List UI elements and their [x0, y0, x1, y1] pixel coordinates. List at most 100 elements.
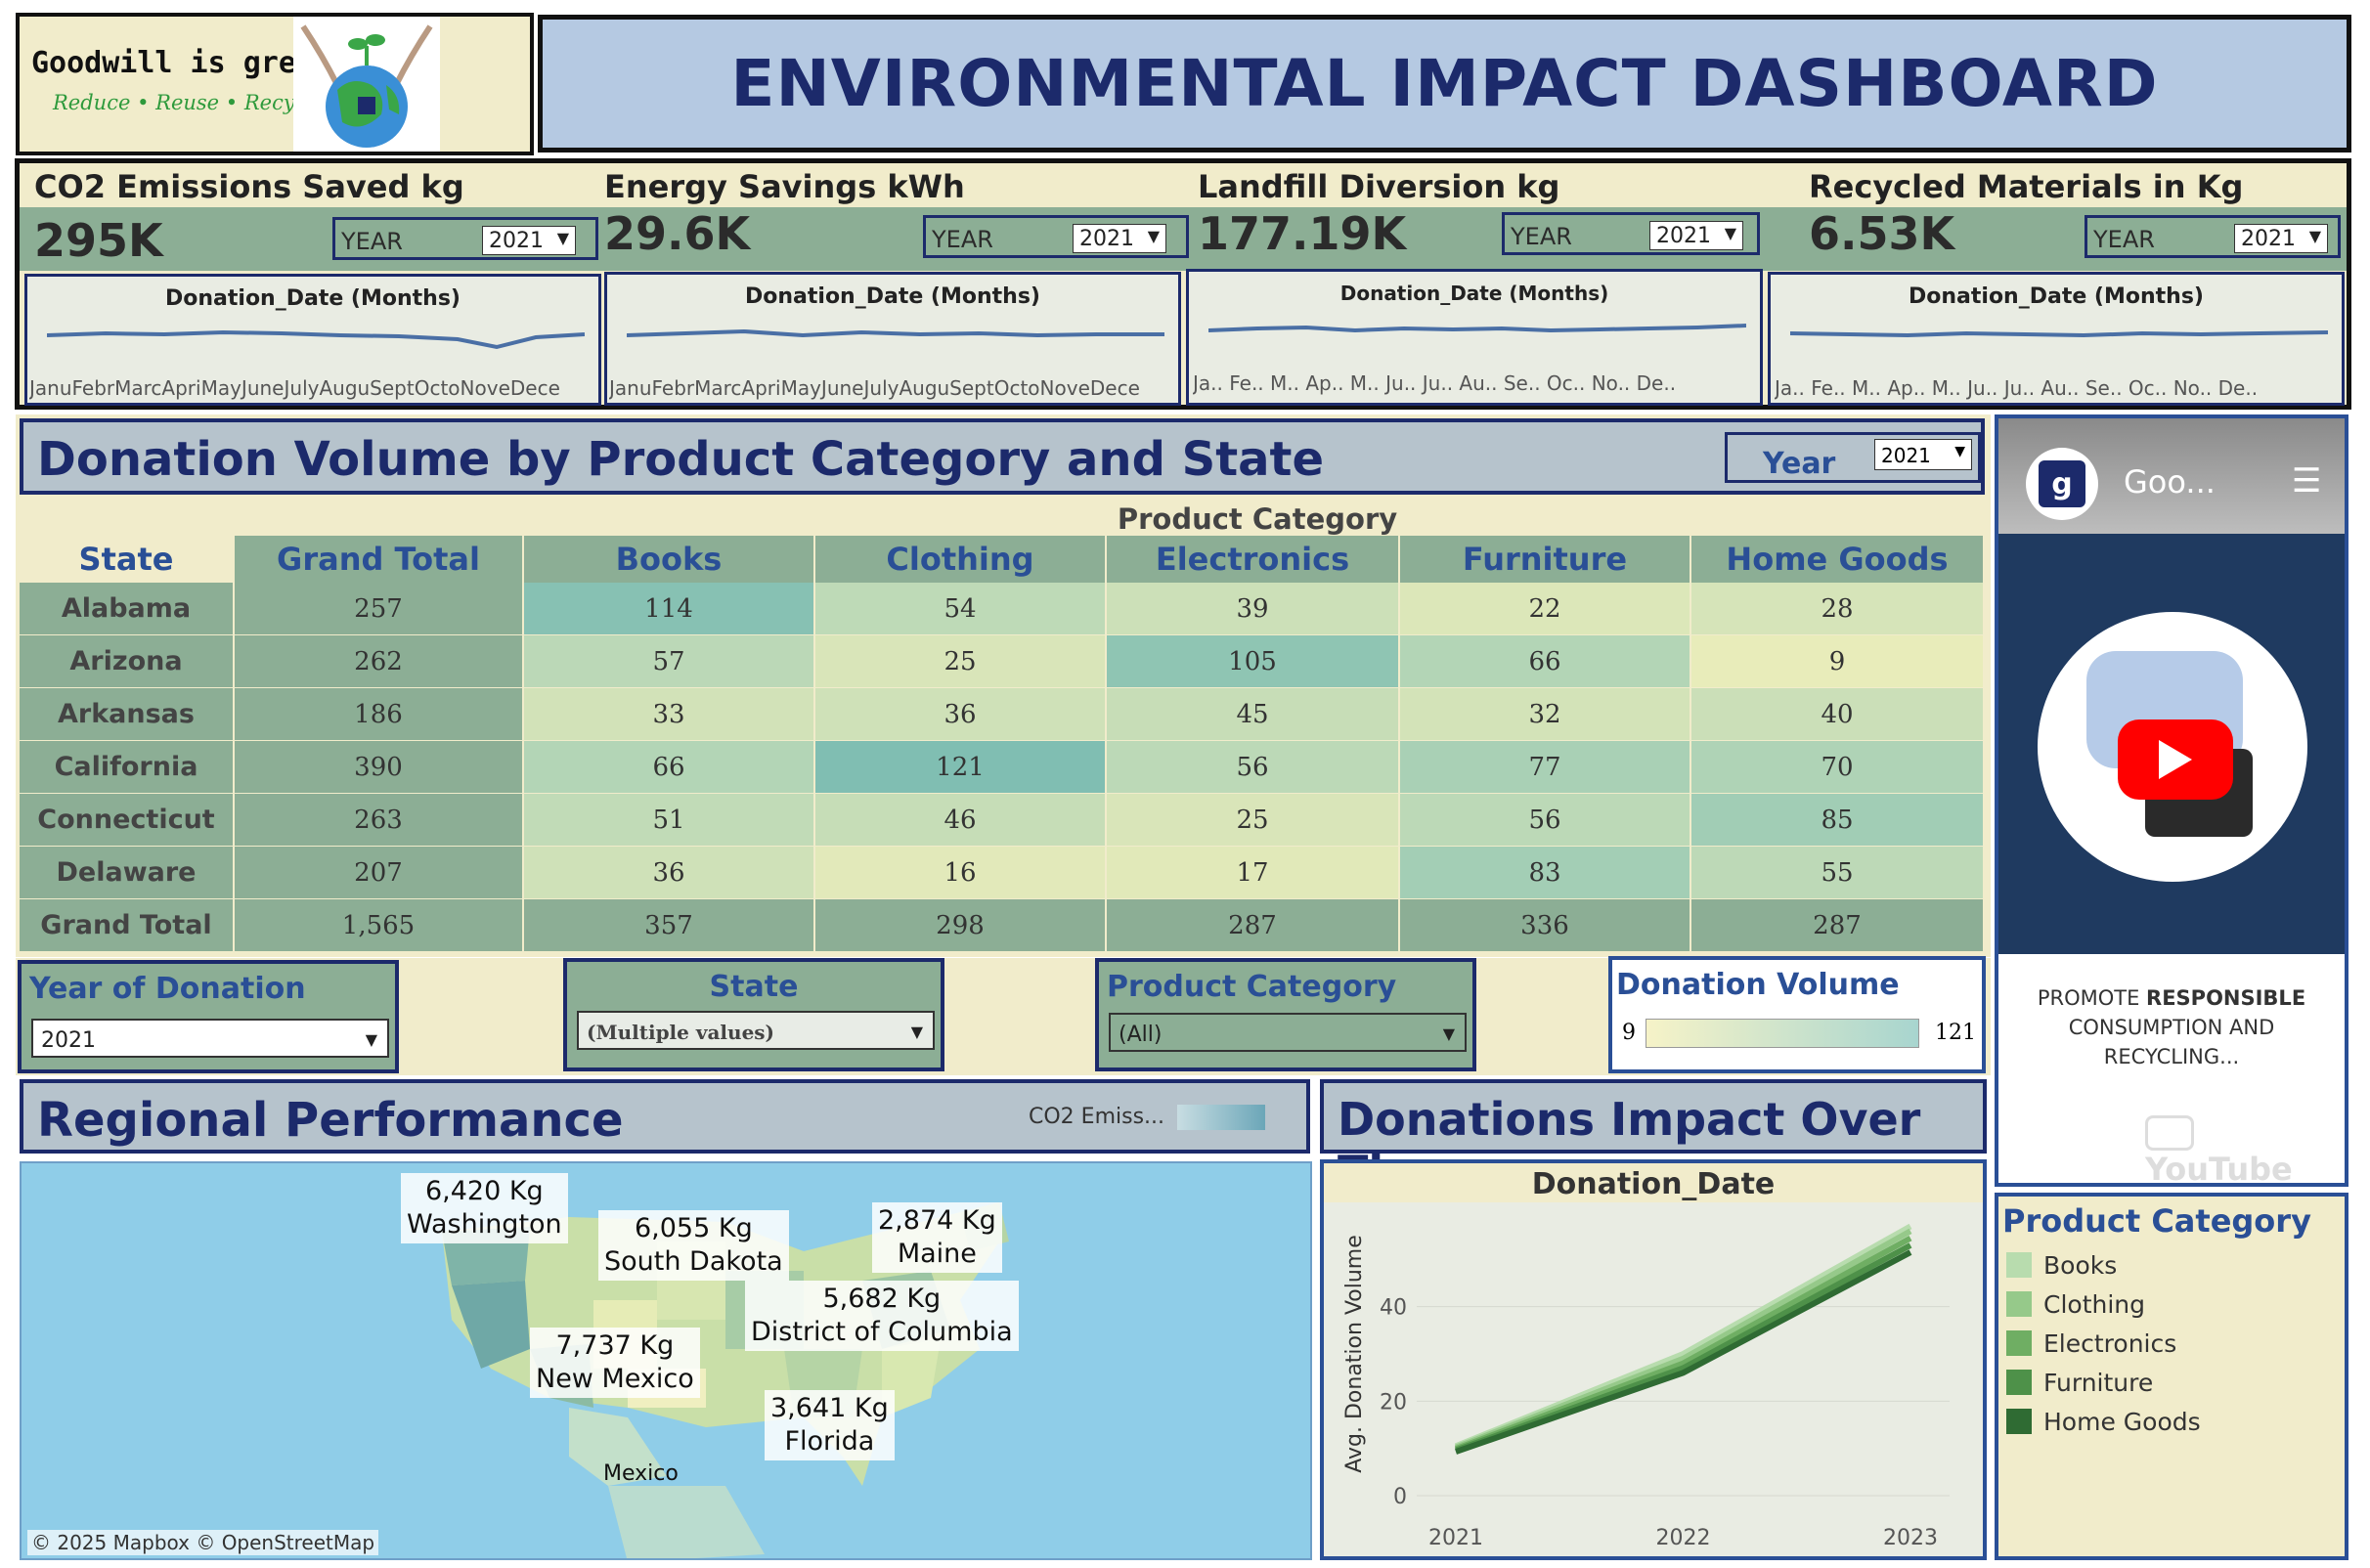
- table-cell[interactable]: 263: [235, 794, 522, 846]
- table-cell[interactable]: 77: [1400, 741, 1690, 793]
- x-tick-label: 2021: [1428, 1526, 1483, 1550]
- y-axis-label: Avg. Donation Volume: [1342, 1235, 1367, 1473]
- legend-item[interactable]: Home Goods: [2006, 1402, 2201, 1441]
- year-dropdown[interactable]: 2021 ▼: [1073, 224, 1166, 253]
- kpi-co2-year-filter[interactable]: YEAR 2021 ▼: [332, 217, 598, 260]
- table-cell[interactable]: 83: [1400, 847, 1690, 898]
- regional-map[interactable]: 6,420 Kg Washington 6,055 Kg South Dakota 2,…: [20, 1161, 1312, 1560]
- year-filter-label: YEAR: [932, 226, 993, 253]
- table-cell[interactable]: 33: [524, 688, 813, 740]
- table-cell[interactable]: 32: [1400, 688, 1690, 740]
- table-cell[interactable]: 28: [1691, 583, 1983, 634]
- series-line-home-goods[interactable]: [1455, 1249, 1912, 1455]
- table-cell[interactable]: 357: [524, 899, 813, 951]
- table-cell[interactable]: 257: [235, 583, 522, 634]
- kpi-landfill-year-filter[interactable]: YEAR 2021 ▼: [1502, 212, 1760, 255]
- table-cell[interactable]: 121: [815, 741, 1105, 793]
- table-cell[interactable]: 336: [1400, 899, 1690, 951]
- table-cell[interactable]: 56: [1107, 741, 1398, 793]
- kpi-landfill-sparkline[interactable]: Donation_Date (Months) Ja.. Fe.. M.. Ap.…: [1186, 269, 1763, 406]
- product-category-dropdown[interactable]: (All) ▼: [1109, 1013, 1467, 1052]
- state-name: South Dakota: [604, 1246, 783, 1277]
- youtube-logo[interactable]: YouTube: [2145, 1112, 2345, 1188]
- impact-line-chart[interactable]: Avg. Donation Volume 0 20 40 2021 2022 2023: [1324, 1202, 1983, 1556]
- table-cell[interactable]: 16: [815, 847, 1105, 898]
- x-tick-label: 2023: [1883, 1526, 1938, 1550]
- legend-swatch: [2006, 1409, 2032, 1434]
- year-dropdown[interactable]: 2021 ▼: [2234, 224, 2328, 253]
- map-state-label[interactable]: 2,874 Kg Maine: [872, 1202, 1002, 1273]
- video-thumbnail[interactable]: [1998, 534, 2345, 954]
- map-attribution: © 2025 Mapbox © OpenStreetMap: [27, 1530, 379, 1555]
- sparkline-title: Donation_Date (Months): [165, 286, 461, 311]
- table-cell[interactable]: 45: [1107, 688, 1398, 740]
- legend-title: Donation Volume: [1616, 968, 1900, 1002]
- table-cell[interactable]: 105: [1107, 635, 1398, 687]
- table-cell[interactable]: 25: [1107, 794, 1398, 846]
- table-cell[interactable]: 207: [235, 847, 522, 898]
- table-cell[interactable]: 66: [524, 741, 813, 793]
- table-year-filter[interactable]: Year 2021 ▼: [1725, 432, 1981, 483]
- legend-item[interactable]: Furniture: [2006, 1363, 2201, 1402]
- table-cell[interactable]: 17: [1107, 847, 1398, 898]
- table-cell[interactable]: 25: [815, 635, 1105, 687]
- table-cell[interactable]: 287: [1107, 899, 1398, 951]
- table-cell[interactable]: 40: [1691, 688, 1983, 740]
- kpi-energy-sparkline[interactable]: Donation_Date (Months) JanuFebrMarcApriM…: [604, 272, 1181, 406]
- series-line-books[interactable]: [1454, 1223, 1912, 1450]
- legend-item[interactable]: Books: [2006, 1245, 2201, 1285]
- table-cell[interactable]: 298: [815, 899, 1105, 951]
- table-cell[interactable]: 51: [524, 794, 813, 846]
- table-cell[interactable]: 56: [1400, 794, 1690, 846]
- play-button-icon[interactable]: [2118, 719, 2233, 800]
- playlist-icon[interactable]: ☰: [2292, 461, 2322, 501]
- table-cell[interactable]: 39: [1107, 583, 1398, 634]
- table-cell[interactable]: 287: [1691, 899, 1983, 951]
- table-cell[interactable]: 66: [1400, 635, 1690, 687]
- table-cell[interactable]: 70: [1691, 741, 1983, 793]
- table-cell[interactable]: 9: [1691, 635, 1983, 687]
- video-panel: g Goo... ☰ PROMOTE RESPONSIBLE CONSUMPTI…: [1995, 414, 2348, 1188]
- table-cell[interactable]: 85: [1691, 794, 1983, 846]
- map-state-label[interactable]: 6,420 Kg Washington: [401, 1173, 568, 1243]
- table-cell[interactable]: 54: [815, 583, 1105, 634]
- kpi-recycled-sparkline[interactable]: Donation_Date (Months) Ja.. Fe.. M.. Ap.…: [1768, 272, 2345, 406]
- row-label: Arizona: [20, 635, 233, 687]
- year-of-donation-filter[interactable]: Year of Donation 2021 ▼: [18, 960, 399, 1073]
- table-cell[interactable]: 1,565: [235, 899, 522, 951]
- state-co2-value: 6,420 Kg: [424, 1176, 544, 1206]
- legend-item[interactable]: Clothing: [2006, 1285, 2201, 1324]
- legend-label: Electronics: [2043, 1328, 2177, 1358]
- table-cell[interactable]: 57: [524, 635, 813, 687]
- map-state-label[interactable]: 3,641 Kg Florida: [765, 1390, 895, 1460]
- kpi-recycled-year-filter[interactable]: YEAR 2021 ▼: [2085, 215, 2341, 258]
- product-category-filter[interactable]: Product Category (All) ▼: [1095, 958, 1476, 1071]
- table-cell[interactable]: 22: [1400, 583, 1690, 634]
- table-cell[interactable]: 114: [524, 583, 813, 634]
- year-dropdown[interactable]: 2021 ▼: [1649, 221, 1743, 250]
- kpi-energy-year-filter[interactable]: YEAR 2021 ▼: [923, 215, 1189, 258]
- table-cell[interactable]: 36: [815, 688, 1105, 740]
- video-channel-name[interactable]: Goo...: [2124, 463, 2216, 501]
- table-cell[interactable]: 36: [524, 847, 813, 898]
- year-of-donation-dropdown[interactable]: 2021 ▼: [31, 1019, 389, 1058]
- map-state-label[interactable]: 7,737 Kg New Mexico: [530, 1328, 700, 1398]
- year-dropdown[interactable]: 2021 ▼: [482, 226, 576, 255]
- table-cell[interactable]: 262: [235, 635, 522, 687]
- state-filter[interactable]: State (Multiple values) ▼: [563, 958, 944, 1071]
- column-header: Books: [524, 536, 813, 583]
- map-state-label[interactable]: 6,055 Kg South Dakota: [598, 1210, 789, 1281]
- state-dropdown[interactable]: (Multiple values) ▼: [577, 1011, 935, 1050]
- column-header: Grand Total: [235, 536, 522, 583]
- table-cell[interactable]: 390: [235, 741, 522, 793]
- kpi-co2-sparkline[interactable]: Donation_Date (Months) JanuFebrMarcApriM…: [24, 274, 601, 406]
- table-year-dropdown[interactable]: 2021 ▼: [1874, 439, 1972, 470]
- legend-min: 9: [1622, 1021, 1636, 1045]
- table-cell[interactable]: 186: [235, 688, 522, 740]
- legend-item[interactable]: Electronics: [2006, 1324, 2201, 1363]
- table-cell[interactable]: 46: [815, 794, 1105, 846]
- map-state-label[interactable]: 5,682 Kg District of Columbia: [745, 1281, 1019, 1351]
- goodwill-channel-avatar[interactable]: g: [2026, 448, 2098, 520]
- category-legend-list: Books Clothing Electronics Furniture Home Go…: [2006, 1245, 2201, 1441]
- table-cell[interactable]: 55: [1691, 847, 1983, 898]
